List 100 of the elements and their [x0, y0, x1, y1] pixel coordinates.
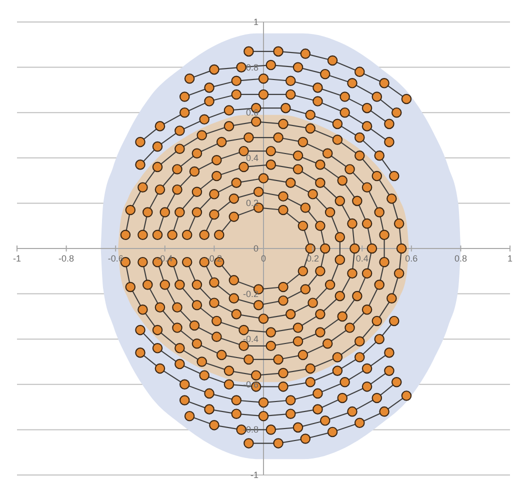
point	[384, 366, 394, 376]
point	[278, 295, 288, 306]
point	[138, 230, 148, 240]
point	[184, 410, 195, 422]
point	[199, 370, 210, 380]
point	[305, 123, 316, 134]
point	[312, 388, 323, 399]
point	[209, 420, 220, 430]
point	[189, 320, 200, 331]
point	[152, 230, 163, 240]
point	[379, 406, 390, 417]
point	[391, 107, 402, 118]
point	[366, 243, 378, 254]
point	[334, 290, 346, 302]
point	[244, 354, 254, 365]
point	[154, 363, 166, 374]
point	[352, 196, 362, 206]
point	[142, 280, 153, 290]
point	[238, 324, 249, 336]
point	[285, 408, 296, 419]
point	[273, 438, 284, 448]
point	[209, 64, 220, 75]
point	[238, 146, 249, 156]
point	[228, 275, 240, 286]
y-tick-label: 1	[253, 17, 258, 27]
point	[258, 397, 269, 408]
point	[266, 60, 276, 70]
point	[224, 105, 234, 116]
point	[292, 322, 304, 333]
point	[199, 230, 210, 240]
point	[285, 76, 296, 86]
point	[332, 352, 343, 362]
point	[138, 182, 148, 192]
point	[347, 268, 358, 279]
point	[352, 290, 362, 302]
point	[388, 316, 400, 326]
point	[334, 232, 346, 242]
point	[258, 314, 269, 324]
point	[374, 334, 385, 344]
point	[135, 324, 146, 336]
point	[228, 212, 240, 222]
point	[196, 356, 208, 367]
point	[372, 92, 382, 102]
point	[142, 207, 153, 218]
point	[253, 300, 264, 310]
point	[280, 102, 291, 114]
point	[305, 376, 316, 388]
point	[315, 220, 326, 231]
point	[278, 118, 288, 130]
point	[192, 207, 202, 218]
point	[391, 376, 402, 388]
point	[312, 404, 323, 414]
point	[192, 338, 202, 349]
point	[327, 426, 338, 438]
point	[308, 298, 318, 308]
point	[340, 376, 350, 388]
x-tick-label: 1	[507, 254, 513, 264]
point	[238, 162, 249, 172]
point	[396, 243, 407, 254]
point	[192, 148, 202, 159]
point	[167, 230, 178, 240]
point	[199, 114, 210, 125]
y-tick-label: 0.6	[246, 108, 258, 118]
point	[154, 302, 166, 313]
point	[327, 55, 338, 66]
point	[152, 324, 163, 336]
point	[278, 204, 288, 216]
point	[322, 148, 333, 159]
point	[344, 164, 355, 174]
point	[292, 62, 304, 72]
point	[224, 121, 234, 132]
y-tick-label: 0.4	[246, 152, 258, 163]
point	[228, 293, 240, 304]
point	[292, 422, 304, 433]
point	[278, 368, 288, 378]
point	[285, 178, 296, 188]
x-tick-label: 0	[260, 254, 266, 264]
point	[340, 107, 350, 118]
point	[315, 327, 326, 338]
point	[204, 82, 214, 93]
y-tick-label: -0.2	[242, 288, 258, 299]
x-tick-label: -0.8	[58, 254, 74, 264]
point	[172, 322, 182, 333]
point	[266, 340, 276, 352]
point	[250, 370, 262, 380]
point	[347, 406, 358, 417]
point	[337, 392, 348, 404]
point	[394, 268, 404, 279]
point	[231, 76, 242, 86]
point	[228, 194, 240, 204]
point	[179, 92, 190, 102]
point	[350, 243, 360, 254]
point	[300, 202, 311, 213]
point	[204, 404, 214, 414]
point	[354, 150, 365, 161]
point	[244, 132, 254, 143]
point	[374, 280, 385, 290]
point	[231, 408, 242, 419]
point	[362, 268, 372, 279]
point	[273, 132, 284, 143]
